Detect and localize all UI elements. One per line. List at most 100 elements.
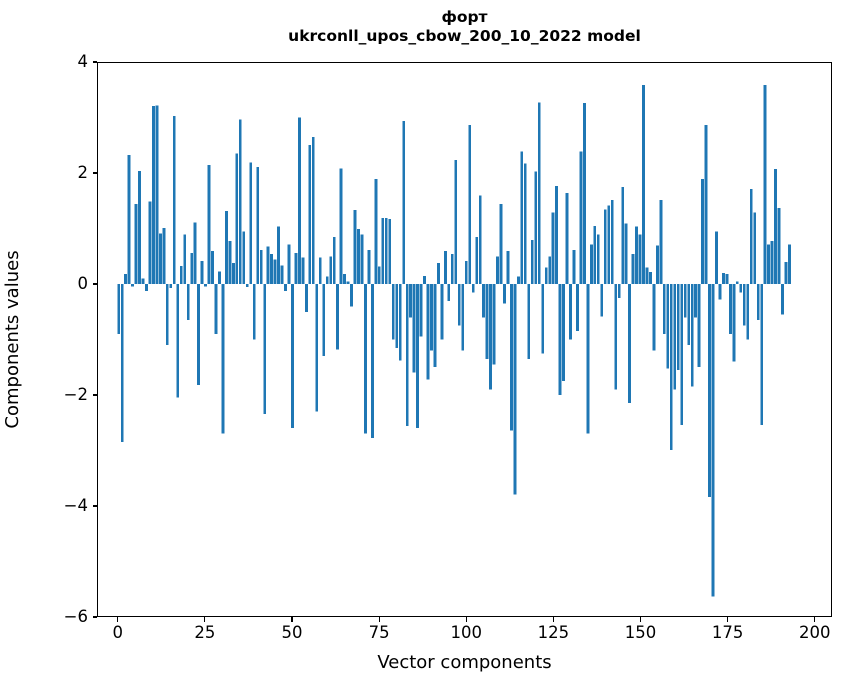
x-tick-mark [639, 617, 642, 622]
x-tick-label: 100 [450, 623, 482, 642]
bar [197, 284, 201, 385]
bar [165, 284, 169, 346]
bar [172, 116, 176, 285]
bar [457, 284, 461, 326]
x-tick-mark [552, 617, 554, 622]
bar [510, 284, 513, 431]
bar [649, 272, 652, 285]
bar [583, 102, 586, 285]
bar [676, 284, 680, 370]
bar [728, 284, 732, 334]
bar [464, 260, 468, 285]
bar [318, 257, 322, 285]
plot-axes [97, 62, 832, 617]
bar [468, 124, 472, 285]
bar [252, 284, 256, 340]
y-tick-label: 2 [77, 162, 89, 182]
bar [662, 284, 666, 334]
y-tick-marks [92, 61, 98, 618]
bar [343, 274, 346, 285]
y-tick-mark [92, 172, 97, 174]
bar [718, 284, 722, 300]
bar [235, 153, 239, 285]
bar [645, 267, 649, 285]
x-tick-label: 125 [537, 623, 570, 642]
bar [558, 284, 562, 395]
bar [617, 284, 621, 299]
bar [353, 210, 357, 285]
bar [211, 251, 214, 285]
bar [492, 284, 496, 365]
x-tick-label: 200 [798, 623, 831, 642]
bar [447, 284, 451, 301]
bar [600, 284, 604, 317]
bar [280, 265, 284, 285]
bar [631, 253, 635, 285]
x-tick-mark [291, 617, 293, 622]
bar [579, 151, 583, 285]
bar [332, 237, 336, 285]
x-tick-mark [814, 617, 816, 622]
bar [614, 284, 618, 390]
bar [624, 223, 628, 285]
bar [749, 189, 753, 285]
bar [697, 284, 701, 368]
bar [520, 151, 524, 285]
bar [565, 192, 569, 285]
bar [576, 284, 579, 332]
bars-group [117, 85, 791, 597]
bar [176, 284, 180, 398]
bar [534, 171, 538, 285]
x-tick-label: 175 [711, 623, 744, 642]
bar [218, 271, 221, 285]
bar [690, 284, 694, 387]
x-axis-label: Vector components [377, 652, 552, 673]
bar [221, 284, 225, 434]
chart-title: форт ukrconll_upos_cbow_200_10_2022 mode… [97, 8, 832, 46]
bar [659, 200, 663, 285]
bar [430, 284, 433, 351]
bar [656, 245, 659, 285]
bar [763, 85, 767, 285]
bar [346, 281, 350, 285]
bar [527, 284, 531, 359]
bar [732, 284, 736, 362]
bar [405, 284, 409, 426]
bar [666, 284, 670, 369]
bar [141, 278, 145, 285]
bar [589, 244, 593, 285]
bar [603, 209, 607, 285]
bar [687, 284, 691, 346]
chart-title-word: форт [441, 8, 488, 26]
bar [298, 117, 301, 285]
bar [377, 266, 381, 285]
bar [325, 276, 329, 285]
bar [249, 162, 253, 285]
bar [322, 284, 326, 357]
bar [555, 185, 558, 285]
bar [461, 284, 465, 351]
bar [454, 159, 458, 285]
x-tick-mark [727, 617, 729, 622]
bar [669, 284, 673, 451]
bar [134, 204, 138, 285]
bar [259, 249, 263, 285]
bar [127, 154, 131, 285]
bar [551, 212, 555, 285]
bar [694, 284, 698, 318]
bar [287, 244, 291, 285]
bar [148, 201, 152, 285]
y-tick-mark [92, 616, 97, 618]
bar [381, 217, 385, 285]
bar [294, 253, 298, 285]
bar [336, 284, 340, 350]
bar [711, 284, 715, 597]
bar [384, 217, 388, 285]
bar [231, 263, 235, 285]
bar [708, 284, 711, 498]
bar [548, 256, 552, 285]
bar [513, 284, 517, 495]
bar [266, 246, 270, 285]
bar [593, 226, 597, 285]
